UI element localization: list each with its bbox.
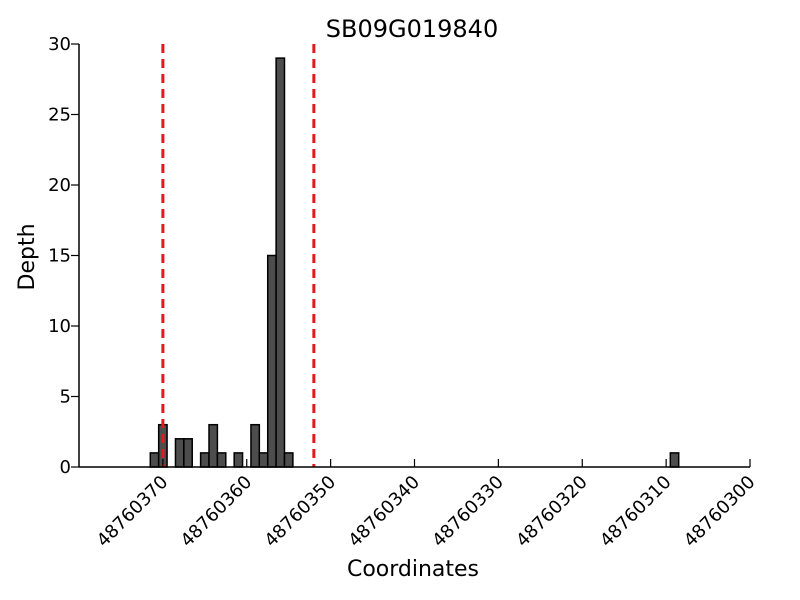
bars xyxy=(149,57,680,468)
bar xyxy=(233,452,244,468)
y-tick-label: 20 xyxy=(48,175,71,196)
chart-title: SB09G019840 xyxy=(326,15,498,43)
x-tick-label: 48760360 xyxy=(177,472,257,552)
x-tick-label: 48760350 xyxy=(261,472,341,552)
axes xyxy=(78,44,750,468)
marker-lines xyxy=(161,44,316,467)
y-ticks: 0 5 10 15 20 25 30 xyxy=(48,34,79,478)
bar xyxy=(275,57,286,468)
y-axis-label: Depth xyxy=(15,223,40,290)
bar xyxy=(183,438,193,468)
x-tick-label: 48760320 xyxy=(512,472,592,552)
y-tick-label: 5 xyxy=(60,387,71,408)
x-tick-label: 48760370 xyxy=(93,472,173,552)
y-tick-label: 10 xyxy=(48,316,71,337)
bar xyxy=(258,452,269,468)
y-tick-label: 15 xyxy=(48,246,71,267)
y-tick-label: 30 xyxy=(48,34,71,55)
bar xyxy=(283,452,294,468)
x-tick-label: 48760340 xyxy=(344,472,424,552)
bar xyxy=(216,452,227,468)
y-tick-label: 25 xyxy=(48,105,71,126)
bar xyxy=(250,423,261,468)
x-axis-label: Coordinates xyxy=(347,557,479,582)
bar xyxy=(174,438,185,468)
x-tick-label: 48760300 xyxy=(680,472,760,552)
bar xyxy=(266,254,277,468)
x-tick-label: 48760330 xyxy=(428,472,508,552)
x-ticks: 48760370 48760360 48760350 48760340 48760330… xyxy=(93,459,760,551)
y-tick-label: 0 xyxy=(60,457,71,478)
bar xyxy=(669,452,680,468)
bar xyxy=(149,452,160,468)
bar xyxy=(208,423,219,468)
bar xyxy=(199,452,210,468)
x-tick-label: 48760310 xyxy=(596,472,676,552)
